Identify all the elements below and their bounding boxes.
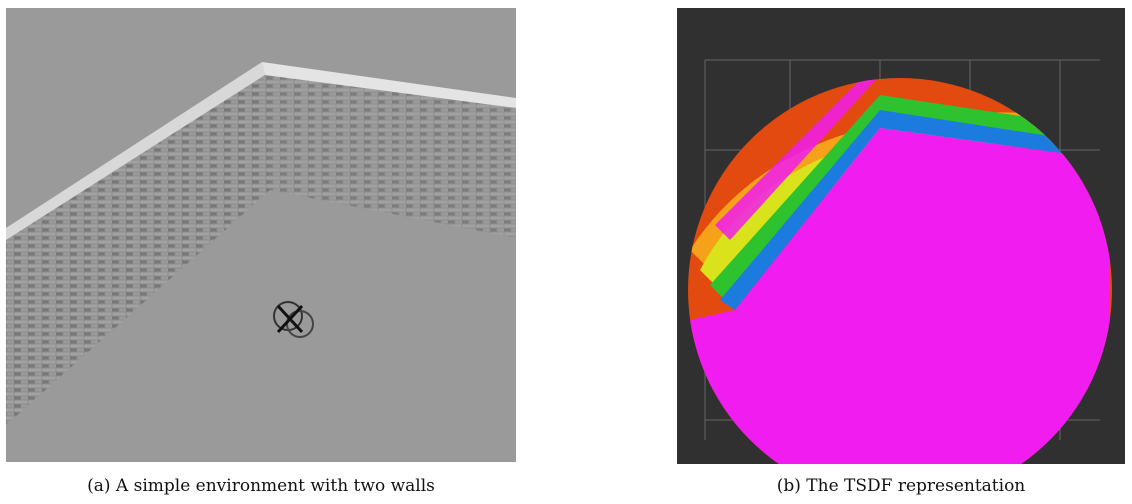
caption: (a) A simple environment with two walls bbox=[6, 476, 516, 496]
caption: (b) The TSDF representation bbox=[677, 476, 1125, 496]
tsdf-image bbox=[677, 8, 1125, 470]
figure-images bbox=[0, 0, 1132, 470]
environment-image bbox=[6, 8, 516, 462]
figure-page: (a) A simple environment with two walls … bbox=[0, 0, 1132, 504]
